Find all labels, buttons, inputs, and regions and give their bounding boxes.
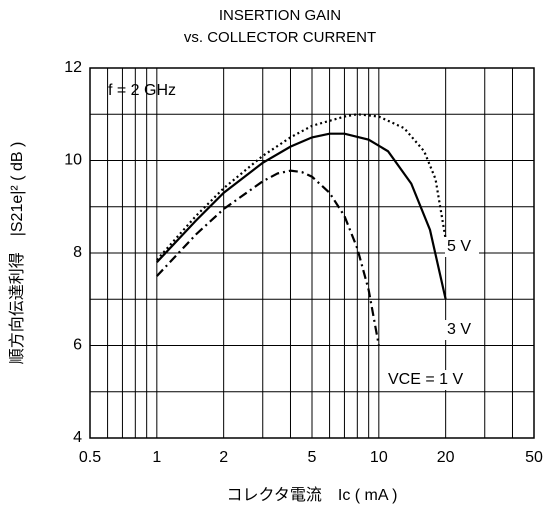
plot-frame [89,67,535,439]
label-bg [445,237,479,257]
line [156,132,447,300]
x-tick-label: 20 [437,449,455,466]
x-tick-label: 5 [308,449,317,466]
x-tick-label: 1 [152,449,161,466]
annotation: f = 2 GHz [108,82,176,99]
x-tick-label: 10 [370,449,388,466]
label-bg [386,370,476,390]
y-tick-label: 10 [64,152,82,169]
y-tick-label: 8 [73,244,82,261]
x-tick-label: 0.5 [79,449,101,466]
series-label: 5 V [447,238,471,255]
series-label: 3 V [447,321,471,338]
x-tick-label: 50 [525,449,543,466]
series-label: VCE = 1 V [388,371,463,388]
line [156,169,380,346]
y-tick-label: 4 [73,429,82,446]
label-bg [445,320,479,340]
chart-subtitle: vs. COLLECTOR CURRENT [184,29,376,46]
x-tick-label: 2 [219,449,228,466]
y-tick-label: 12 [64,59,82,76]
y-tick-label: 6 [73,337,82,354]
x-axis-label: コレクタ電流 Ic ( mA ) [227,486,398,504]
y-axis-label: 順方向伝達利得 |S21e|² ( dB ) [8,142,26,365]
line [156,113,447,261]
chart-title: INSERTION GAIN [219,7,341,24]
